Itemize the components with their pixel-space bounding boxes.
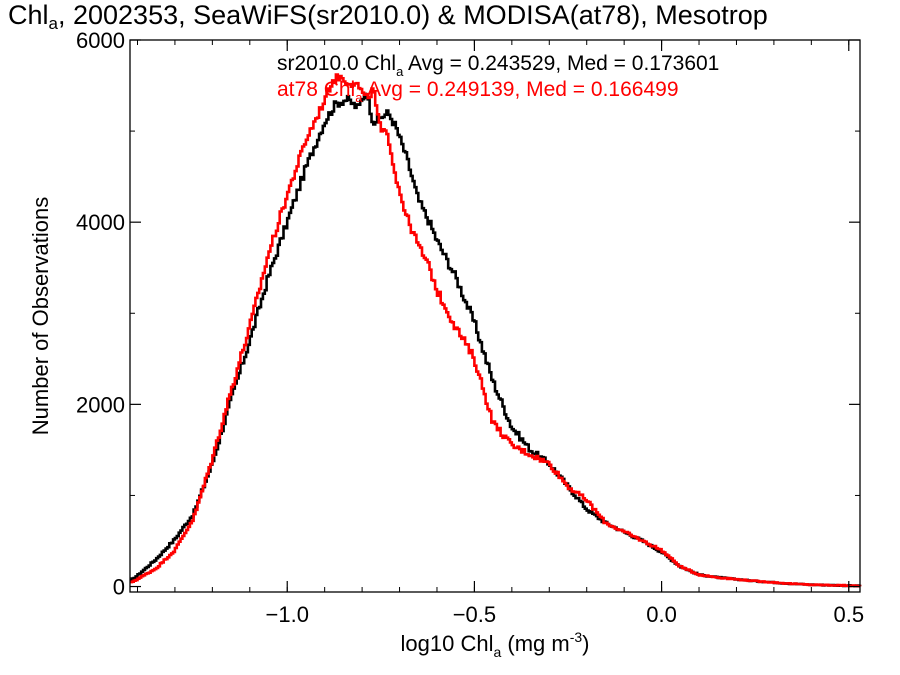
axis-ticks: −1.0 −0.5 0.0 0.5 0 2000 4000 6000 xyxy=(76,28,864,627)
series-layer xyxy=(130,73,862,588)
x-axis-label: log10 Chla (mg m-3) xyxy=(401,629,590,660)
y-axis-label: Number of Observations xyxy=(28,197,53,435)
page-title: Chla, 2002353, SeaWiFS(sr2010.0) & MODIS… xyxy=(8,0,768,33)
x-tick-label: −1.0 xyxy=(266,602,309,627)
series-at78-line xyxy=(130,73,862,588)
y-tick-label: 6000 xyxy=(76,28,125,53)
x-tick-label: −0.5 xyxy=(453,602,496,627)
x-tick-label: 0.5 xyxy=(833,602,864,627)
legend-line-at78: at78 Chla Avg = 0.249139, Med = 0.166499 xyxy=(277,78,679,105)
x-tick-label: 0.0 xyxy=(646,602,677,627)
legend-line-sr2010: sr2010.0 Chla Avg = 0.243529, Med = 0.17… xyxy=(277,52,719,79)
series-sr2010-0-line xyxy=(130,92,862,588)
y-tick-label: 4000 xyxy=(76,210,125,235)
plot-frame xyxy=(129,39,861,593)
y-tick-label: 2000 xyxy=(76,392,125,417)
y-tick-label: 0 xyxy=(113,575,125,600)
